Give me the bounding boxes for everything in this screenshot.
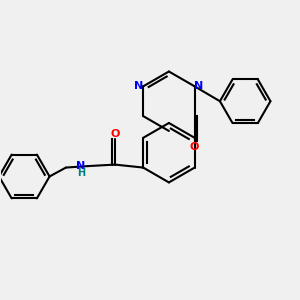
Text: N: N (194, 81, 204, 92)
Text: N: N (76, 161, 86, 171)
Text: O: O (190, 142, 199, 152)
Text: N: N (134, 81, 143, 92)
Text: O: O (110, 129, 120, 139)
Text: H: H (77, 168, 86, 178)
